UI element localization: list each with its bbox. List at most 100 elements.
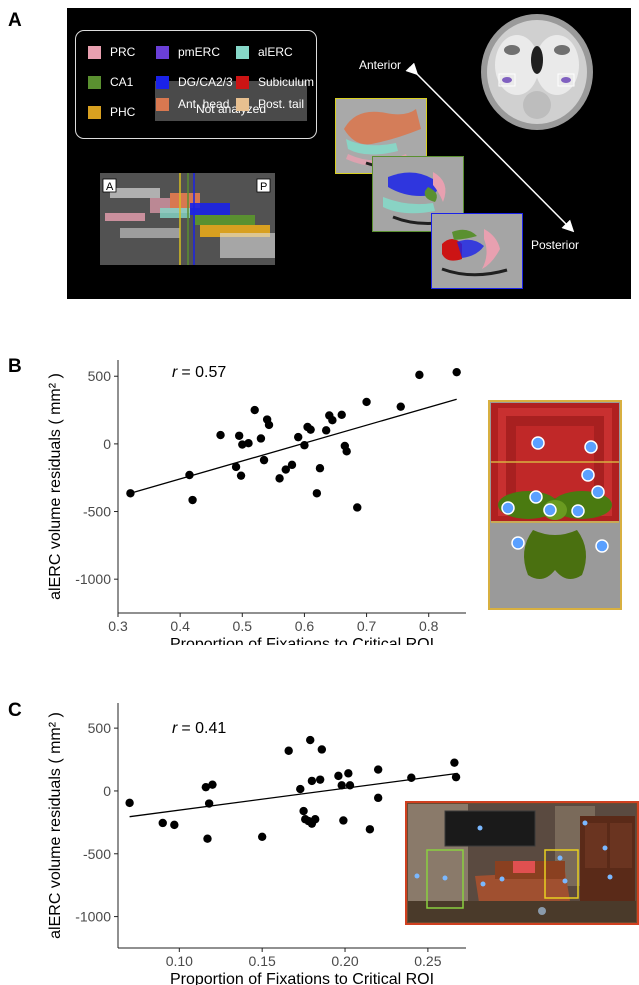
- data-point: [342, 447, 351, 456]
- x-tick-label: 0.20: [331, 953, 358, 969]
- data-point: [337, 410, 346, 419]
- data-point: [257, 832, 267, 842]
- x-axis-title: Proportion of Fixations to Critical ROI: [170, 636, 434, 645]
- y-axis-title: alERC volume residuals ( mm² ): [47, 712, 64, 939]
- x-tick-label: 0.7: [357, 618, 377, 634]
- x-axis-title: Proportion of Fixations to Critical ROI: [170, 971, 434, 985]
- data-point: [312, 489, 322, 498]
- data-point: [231, 462, 241, 472]
- x-tick-label: 0.10: [166, 953, 193, 969]
- data-point: [362, 397, 371, 407]
- data-point: [126, 489, 135, 498]
- panel-b-letter: B: [8, 356, 22, 377]
- data-point: [407, 773, 416, 782]
- data-point: [250, 405, 259, 415]
- y-tick-label: -500: [83, 504, 111, 520]
- data-point: [353, 503, 362, 512]
- legend-swatch: [236, 75, 249, 89]
- panel-a-figure: Not analyzed PRC pmERC alERC CA1 DG/CA2/3 Sub…: [67, 8, 631, 299]
- posterior-label: Posterior: [531, 238, 580, 252]
- regression-line: [129, 772, 458, 818]
- data-point: [188, 495, 197, 505]
- regression-line: [130, 398, 457, 494]
- sagittal-slice-image: [100, 173, 275, 265]
- y-tick-label: -1000: [75, 571, 111, 587]
- object-stimulus-image: [488, 400, 622, 610]
- data-point: [300, 441, 309, 450]
- legend-swatch: [88, 45, 101, 59]
- data-point: [204, 799, 214, 808]
- x-tick-label: 0.25: [414, 953, 441, 969]
- data-point: [236, 471, 246, 480]
- legend-item-alerc: alERC: [236, 45, 293, 59]
- data-point: [415, 370, 424, 380]
- data-point: [452, 367, 461, 377]
- data-point: [321, 426, 331, 435]
- legend-label: Subiculum: [258, 75, 315, 89]
- legend-item-ca1: CA1: [88, 75, 133, 89]
- data-point: [256, 434, 266, 443]
- legend-item-prc: PRC: [88, 45, 135, 59]
- anterior-label: Anterior: [359, 58, 402, 72]
- r-symbol-c: r: [172, 720, 178, 737]
- data-point: [296, 784, 305, 794]
- data-point: [306, 425, 315, 434]
- legend-swatch: [156, 75, 169, 89]
- roi-legend: Not analyzed PRC pmERC alERC CA1 DG/CA2/3 Sub…: [75, 30, 317, 139]
- data-point: [299, 806, 308, 816]
- anterior-posterior-arrow: [405, 63, 575, 233]
- legend-item-phc: PHC: [88, 105, 135, 119]
- posterior-slice-image: [431, 213, 523, 289]
- y-tick-label: 0: [103, 783, 111, 799]
- x-tick-label: 0.15: [249, 953, 276, 969]
- data-point: [373, 793, 383, 803]
- correlation-annotation-b: r = 0.57: [172, 364, 226, 381]
- data-point: [125, 798, 134, 808]
- scatter-plot-c: 0.10 0.15 0.20 0.25 500 0 -500 -1000 Proportion …: [47, 703, 466, 985]
- x-tick-label: 0.3: [108, 618, 128, 634]
- data-point: [396, 402, 405, 411]
- x-tick-label: 0.4: [170, 618, 190, 634]
- legend-item-post-tail: Post. tail: [236, 97, 304, 111]
- legend-label: DG/CA2/3: [178, 75, 233, 89]
- legend-label: Post. tail: [258, 97, 305, 111]
- r-value-c: = 0.41: [181, 720, 226, 737]
- data-point: [287, 460, 297, 470]
- legend-label: CA1: [110, 75, 134, 89]
- sagittal-p-label: P: [260, 181, 268, 193]
- data-point: [281, 465, 290, 474]
- x-tick-label: 0.5: [233, 618, 253, 634]
- r-symbol-b: r: [172, 364, 178, 381]
- data-point: [294, 432, 303, 442]
- y-tick-label: 500: [88, 368, 112, 384]
- legend-item-pmerc: pmERC: [156, 45, 220, 59]
- scene-stimulus-image: [405, 801, 639, 925]
- x-tick-label: 0.8: [419, 618, 439, 634]
- data-point: [311, 815, 320, 824]
- correlation-annotation-c: r = 0.41: [172, 720, 226, 737]
- y-tick-label: -500: [83, 846, 111, 862]
- data-point: [337, 781, 346, 790]
- r-value-b: = 0.57: [181, 364, 226, 381]
- data-point: [185, 470, 194, 480]
- data-point: [170, 820, 179, 830]
- data-point: [158, 818, 167, 828]
- data-point: [315, 775, 325, 784]
- legend-label: alERC: [258, 45, 293, 59]
- data-point: [284, 746, 293, 755]
- data-point: [345, 781, 355, 790]
- legend-swatch: [236, 97, 249, 111]
- scatter-plot-b: 0.3 0.4 0.5 0.6 0.7 0.8 500 0 -500 -1000 Proportio…: [47, 360, 466, 645]
- data-point: [208, 780, 217, 789]
- data-point: [244, 439, 253, 448]
- y-axis-title: alERC volume residuals ( mm² ): [47, 373, 64, 600]
- data-point: [344, 769, 353, 778]
- data-point: [315, 464, 325, 473]
- data-point: [451, 772, 461, 782]
- data-point: [259, 455, 269, 465]
- sagittal-a-label: A: [106, 181, 114, 193]
- y-tick-label: 0: [103, 436, 111, 452]
- panel-c-letter: C: [8, 700, 22, 721]
- data-point: [365, 825, 375, 834]
- not-analyzed-box: Not analyzed: [155, 81, 307, 121]
